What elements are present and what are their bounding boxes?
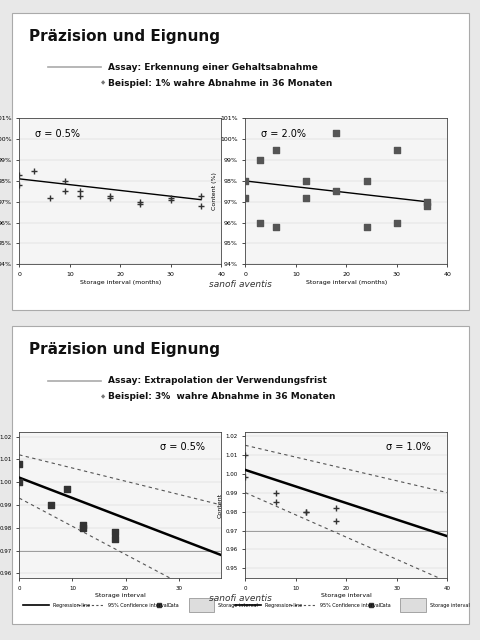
Point [63, 484, 71, 494]
Point [256, 155, 264, 165]
Text: Storage interval: Storage interval [429, 603, 468, 607]
X-axis label: Storage interval (months): Storage interval (months) [305, 280, 386, 285]
Point [392, 145, 400, 155]
Point [167, 195, 174, 205]
Point [392, 218, 400, 228]
Text: Präzision und Eignung: Präzision und Eignung [29, 29, 219, 44]
Text: ◆: ◆ [101, 394, 105, 399]
Text: Regression line: Regression line [264, 603, 301, 607]
Point [332, 128, 339, 138]
X-axis label: Storage interval: Storage interval [320, 593, 371, 598]
Point [271, 221, 279, 232]
Point [136, 199, 144, 209]
Bar [188, 598, 214, 612]
Text: σ = 0.5%: σ = 0.5% [160, 442, 204, 452]
Text: 5: 5 [439, 287, 446, 297]
Point [106, 193, 114, 203]
Text: σ = 2.0%: σ = 2.0% [261, 129, 306, 139]
Text: Data: Data [378, 603, 390, 607]
Point [332, 516, 339, 526]
Point [332, 502, 339, 513]
Point [136, 196, 144, 207]
Point [422, 196, 430, 207]
Point [271, 497, 279, 508]
Point [197, 201, 204, 211]
Y-axis label: Content (%): Content (%) [212, 172, 217, 211]
Text: sanofi aventis: sanofi aventis [209, 280, 271, 289]
Point [301, 506, 309, 516]
Point [241, 450, 249, 460]
Point [76, 191, 84, 201]
Text: Regression line: Regression line [53, 603, 90, 607]
Text: Beispiel: 3%  wahre Abnahme in 36 Monaten: Beispiel: 3% wahre Abnahme in 36 Monaten [108, 392, 335, 401]
Text: 95% Confidence interval: 95% Confidence interval [108, 603, 168, 607]
Text: Assay: Extrapolation der Verwendungsfrist: Assay: Extrapolation der Verwendungsfris… [108, 376, 326, 385]
Point [79, 520, 87, 531]
Point [79, 523, 87, 533]
Bar [399, 598, 425, 612]
Point [332, 186, 339, 196]
Point [111, 527, 119, 538]
Point [301, 193, 309, 203]
Point [15, 180, 23, 190]
X-axis label: Storage interval: Storage interval [95, 593, 145, 598]
Text: Beispiel: 1% wahre Abnahme in 36 Monaten: Beispiel: 1% wahre Abnahme in 36 Monaten [108, 79, 332, 88]
Point [31, 165, 38, 175]
X-axis label: Storage interval (months): Storage interval (months) [80, 280, 160, 285]
Point [47, 500, 55, 510]
Point [15, 459, 23, 469]
Point [197, 191, 204, 201]
Point [301, 176, 309, 186]
Text: Assay: Erkennung einer Gehaltsabnahme: Assay: Erkennung einer Gehaltsabnahme [108, 63, 317, 72]
Text: 6: 6 [439, 600, 447, 611]
Text: Storage interval: Storage interval [218, 603, 257, 607]
Point [111, 534, 119, 544]
Point [362, 176, 370, 186]
Point [46, 193, 53, 203]
Point [60, 186, 68, 196]
Point [271, 145, 279, 155]
Point [332, 280, 339, 290]
Point [256, 218, 264, 228]
Text: sanofi aventis: sanofi aventis [209, 594, 271, 603]
Text: σ = 1.0%: σ = 1.0% [385, 442, 430, 452]
Point [362, 221, 370, 232]
Point [241, 472, 249, 483]
Point [76, 186, 84, 196]
Point [106, 191, 114, 201]
Point [241, 193, 249, 203]
Text: ◆: ◆ [101, 81, 105, 86]
Point [60, 176, 68, 186]
Point [301, 506, 309, 516]
Point [15, 170, 23, 180]
Point [241, 176, 249, 186]
Text: Präzision und Eignung: Präzision und Eignung [29, 342, 219, 357]
Text: σ = 0.5%: σ = 0.5% [36, 129, 80, 139]
Point [15, 477, 23, 487]
Point [422, 201, 430, 211]
Text: Data: Data [167, 603, 179, 607]
Y-axis label: Content: Content [217, 492, 222, 518]
Point [271, 488, 279, 498]
Text: 95% Confidence interval: 95% Confidence interval [319, 603, 379, 607]
Point [167, 193, 174, 203]
